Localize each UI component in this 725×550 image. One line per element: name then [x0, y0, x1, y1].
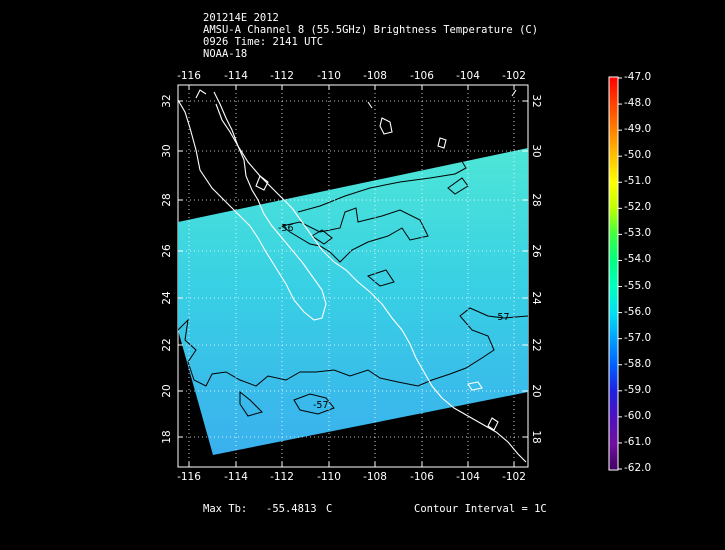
lon-tick-label-top: -114	[224, 70, 248, 82]
contour-label: -57	[494, 312, 510, 323]
lat-tick-label-right: 30	[530, 144, 542, 157]
lat-tick-label-right: 22	[530, 338, 542, 351]
lon-tick-label-top: -110	[317, 70, 341, 82]
colorbar-label: -54.0	[624, 253, 652, 266]
colorbar-label: -51.0	[624, 175, 652, 188]
colorbar-label: -47.0	[624, 71, 652, 83]
lon-tick-label-bottom: -116	[177, 471, 201, 483]
lat-tick-label-left: 22	[161, 338, 173, 351]
max-tb-label: Max Tb:	[203, 503, 248, 515]
max-tb-value: -55.4813	[266, 503, 317, 515]
lat-tick-label-right: 24	[530, 291, 542, 305]
contour-interval: Contour Interval = 1C	[414, 503, 547, 515]
coastline-island	[255, 175, 269, 191]
contour-line	[311, 229, 333, 245]
lon-tick-label-bottom: -104	[456, 471, 480, 483]
lon-tick-label-bottom: -110	[317, 471, 341, 483]
map-title-line-1: 201214E 2012	[203, 12, 279, 24]
lat-tick-label-left: 26	[161, 244, 173, 258]
contour-label: -56	[278, 223, 294, 234]
colorbar-label: -57.0	[624, 331, 652, 344]
contour-lines	[178, 153, 528, 417]
colorbar-label: -52.0	[624, 201, 652, 214]
colorbar-label: -62.0	[624, 462, 652, 474]
lon-tick-label-top: -106	[410, 70, 434, 82]
lat-tick-label-right: 18	[530, 430, 542, 443]
colorbar-label: -60.0	[624, 409, 652, 422]
lon-tick-label-top: -108	[363, 70, 387, 82]
colorbar-label: -56.0	[624, 305, 652, 318]
lon-tick-label-bottom: -114	[224, 471, 248, 483]
colorbar-label: -53.0	[624, 227, 652, 240]
axis-tick-labels: -116 -116 -114 -114 -112 -112 -110 -110 -108 -108…	[161, 70, 542, 483]
colorbar-label: -55.0	[624, 279, 652, 292]
max-tb-unit: C	[326, 503, 333, 515]
lat-tick-label-left: 32	[161, 94, 173, 107]
coastline-fragment	[367, 101, 373, 109]
lon-tick-label-top: -116	[177, 70, 201, 82]
lat-tick-label-right: 32	[530, 94, 542, 107]
colorbar-label: -48.0	[624, 97, 652, 110]
colorbar	[608, 76, 619, 471]
coastline-island	[437, 137, 447, 149]
lat-tick-label-left: 20	[161, 384, 173, 397]
contour-line	[239, 390, 263, 417]
coastline-island	[467, 381, 483, 391]
lat-tick-label-right: 20	[530, 384, 542, 397]
lat-tick-label-right: 28	[530, 193, 542, 206]
lon-tick-label-bottom: -112	[270, 471, 294, 483]
colorbar-label: -49.0	[624, 123, 652, 136]
contour-line	[280, 207, 429, 263]
coastlines	[178, 89, 527, 463]
colorbar-label: -58.0	[624, 357, 652, 370]
lat-tick-label-left: 30	[161, 144, 173, 157]
contour-line	[366, 269, 395, 287]
lat-tick-label-left: 24	[161, 291, 173, 305]
lat-tick-label-right: 26	[530, 244, 542, 258]
coastline-island	[379, 117, 393, 135]
lon-tick-label-top: -112	[270, 70, 294, 82]
contour-line	[293, 393, 335, 415]
lat-tick-label-left: 18	[161, 430, 173, 443]
coastline-fragment	[195, 89, 207, 99]
colorbar-ticks	[618, 77, 622, 470]
colorbar-label: -59.0	[624, 383, 652, 396]
lon-tick-label-bottom: -108	[363, 471, 387, 483]
coastline-baja	[178, 91, 327, 321]
contour-label: -57	[313, 400, 329, 411]
map-title-line-3: 0926 Time: 2141 UTC	[203, 36, 324, 48]
map-title-line-2: AMSU-A Channel 8 (55.5GHz) Brightness Te…	[203, 24, 539, 36]
colorbar-label: -50.0	[624, 149, 652, 162]
colorbar-label: -61.0	[624, 435, 652, 448]
lon-tick-label-bottom: -102	[502, 471, 526, 483]
coastline-island	[487, 417, 499, 431]
lon-tick-label-bottom: -106	[410, 471, 434, 483]
map-title-line-4: NOAA-18	[203, 48, 248, 60]
lon-tick-label-top: -102	[502, 70, 526, 82]
contour-line	[297, 153, 471, 213]
contour-line	[178, 307, 528, 387]
lon-tick-label-top: -104	[456, 70, 480, 82]
lat-tick-label-left: 28	[161, 193, 173, 206]
